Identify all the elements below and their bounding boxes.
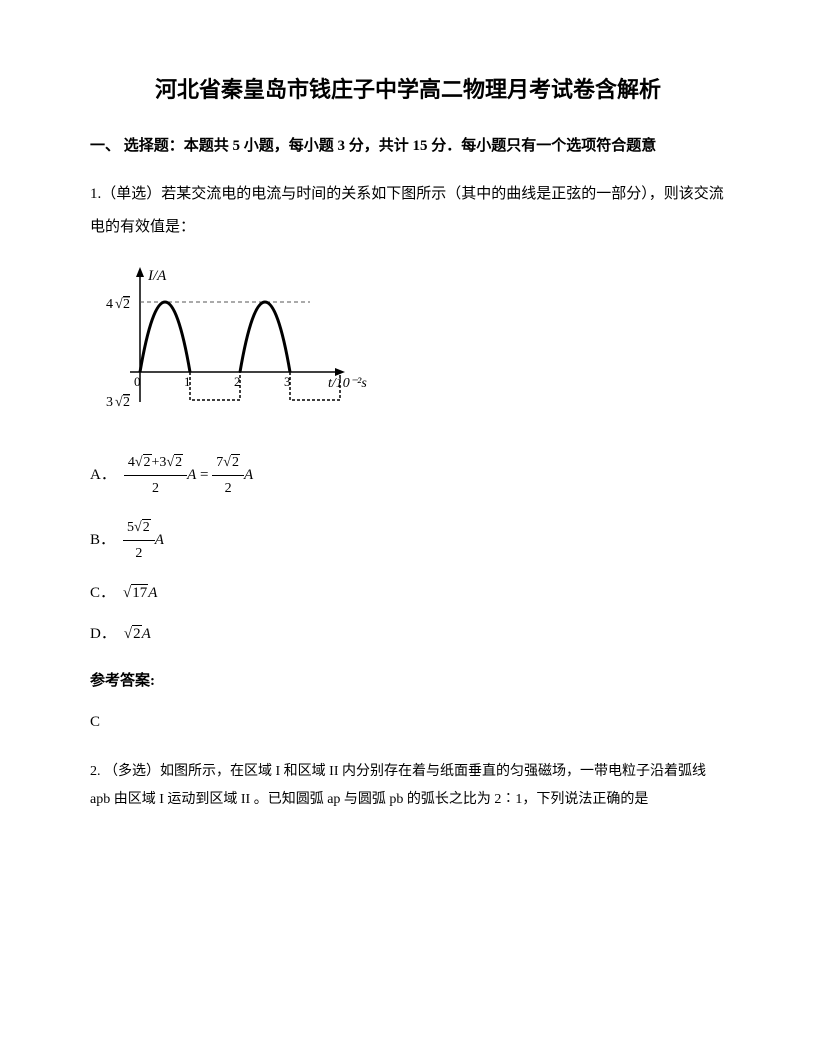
option-d-label: D． (90, 621, 116, 648)
section-header: 一、 选择题：本题共 5 小题，每小题 3 分，共计 15 分．每小题只有一个选… (90, 134, 726, 158)
svg-text:t/10⁻²s: t/10⁻²s (328, 376, 367, 391)
q1-answer: C (90, 709, 726, 736)
option-a: A． 42+322A = 722A (90, 450, 726, 501)
svg-text:I/A: I/A (147, 268, 167, 284)
svg-text:3: 3 (284, 374, 291, 389)
svg-text:2: 2 (123, 297, 130, 312)
question-1-text: 1.（单选）若某交流电的电流与时间的关系如下图所示（其中的曲线是正弦的一部分），… (90, 178, 726, 244)
option-b-formula: 522A (123, 515, 164, 566)
svg-text:4: 4 (106, 297, 113, 312)
option-b: B． 522A (90, 515, 726, 566)
current-waveform-chart: I/A 4 √ 2 3 √ 2 0 1 2 3 t/10⁻²s (90, 262, 370, 422)
svg-text:1: 1 (184, 374, 191, 389)
svg-text:0: 0 (134, 374, 141, 389)
question-2-text: 2. （多选）如图所示，在区域 I 和区域 II 内分别存在着与纸面垂直的匀强磁… (90, 758, 726, 814)
option-c-label: C． (90, 580, 115, 607)
svg-text:2: 2 (123, 395, 130, 410)
answer-label: 参考答案: (90, 668, 726, 695)
option-d-formula: 2A (124, 621, 151, 648)
svg-text:√: √ (115, 297, 123, 312)
option-a-formula: 42+322A = 722A (124, 450, 253, 501)
option-c-formula: 17A (123, 580, 157, 607)
option-c: C． 17A (90, 580, 726, 607)
svg-text:3: 3 (106, 395, 113, 410)
option-b-label: B． (90, 527, 115, 554)
option-d: D． 2A (90, 621, 726, 648)
svg-text:√: √ (115, 395, 123, 410)
document-title: 河北省秦皇岛市钱庄子中学高二物理月考试卷含解析 (90, 70, 726, 110)
option-a-label: A． (90, 462, 116, 489)
